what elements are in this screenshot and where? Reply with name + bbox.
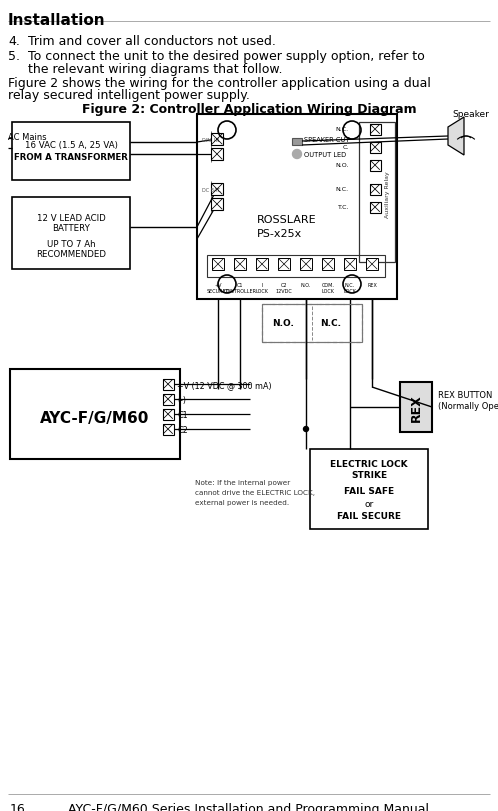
Text: N.O.: N.O. xyxy=(336,163,349,168)
Text: C.: C. xyxy=(343,145,349,150)
Text: relay secured intelligent power supply.: relay secured intelligent power supply. xyxy=(8,89,250,102)
Bar xyxy=(262,305,362,342)
Text: Trim and cover all conductors not used.: Trim and cover all conductors not used. xyxy=(28,35,276,48)
Text: the relevant wiring diagrams that follow.: the relevant wiring diagrams that follow… xyxy=(28,63,282,76)
Text: N.O.: N.O. xyxy=(272,319,294,328)
Text: AYC-F/G/M60 Series Installation and Programming Manual: AYC-F/G/M60 Series Installation and Prog… xyxy=(69,802,429,811)
Polygon shape xyxy=(448,118,464,156)
Text: ELECTRIC LOCK: ELECTRIC LOCK xyxy=(330,460,408,469)
Bar xyxy=(370,161,380,171)
Text: REX: REX xyxy=(367,283,377,288)
Text: C1: C1 xyxy=(177,410,188,419)
Text: FROM A TRANSFORMER: FROM A TRANSFORMER xyxy=(14,152,128,162)
Text: Figure 2 shows the wiring for the controller application using a dual: Figure 2 shows the wiring for the contro… xyxy=(8,77,431,90)
Text: C1
CONTROLLER: C1 CONTROLLER xyxy=(224,283,256,294)
Text: COM.
LOCK: COM. LOCK xyxy=(322,283,335,294)
Text: REX BUTTON: REX BUTTON xyxy=(438,391,493,400)
Text: (-): (-) xyxy=(177,396,186,405)
Text: N.C.: N.C. xyxy=(336,187,349,191)
Text: C2
12VDC: C2 12VDC xyxy=(275,283,292,294)
Bar xyxy=(322,259,334,271)
Text: BATTERY: BATTERY xyxy=(52,224,90,233)
Text: N.C.: N.C. xyxy=(336,127,349,132)
Bar xyxy=(370,184,380,195)
Bar xyxy=(162,379,173,390)
Bar xyxy=(310,449,428,530)
Text: 4.: 4. xyxy=(8,35,20,48)
Bar xyxy=(359,122,395,263)
Bar xyxy=(262,305,362,342)
Text: +V
SECURED: +V SECURED xyxy=(206,283,230,294)
Text: 16: 16 xyxy=(10,802,26,811)
Text: OUTPUT LED: OUTPUT LED xyxy=(304,152,346,158)
Bar xyxy=(256,259,268,271)
Text: ROSSLARE: ROSSLARE xyxy=(257,215,317,225)
Text: Installation: Installation xyxy=(8,13,106,28)
Bar xyxy=(370,124,380,135)
Text: 16 VAC (1.5 A, 25 VA): 16 VAC (1.5 A, 25 VA) xyxy=(24,141,118,150)
Bar xyxy=(211,148,223,161)
Text: FAIL SAFE: FAIL SAFE xyxy=(344,487,394,496)
Bar xyxy=(211,184,223,195)
Text: To connect the unit to the desired power supply option, refer to: To connect the unit to the desired power… xyxy=(28,50,425,63)
Bar xyxy=(212,259,224,271)
Text: AYC-F/G/M60: AYC-F/G/M60 xyxy=(40,410,150,426)
Text: N.C.
LOCK: N.C. LOCK xyxy=(344,283,357,294)
Text: AC Mains: AC Mains xyxy=(8,133,47,142)
Text: cannot drive the ELECTRIC LOCK,: cannot drive the ELECTRIC LOCK, xyxy=(195,489,315,496)
Bar xyxy=(370,142,380,153)
Text: Speaker: Speaker xyxy=(452,109,489,119)
Text: REX: REX xyxy=(409,393,422,422)
Text: I
LOCK: I LOCK xyxy=(255,283,268,294)
Bar xyxy=(292,139,302,146)
Circle shape xyxy=(303,427,308,432)
Text: PS-x25x: PS-x25x xyxy=(257,229,302,238)
Circle shape xyxy=(292,150,301,159)
Text: STRIKE: STRIKE xyxy=(351,470,387,479)
Text: FAIL SECURE: FAIL SECURE xyxy=(337,512,401,521)
Text: N.O.: N.O. xyxy=(301,283,311,288)
Text: N.C.: N.C. xyxy=(320,319,341,328)
Bar xyxy=(12,198,130,270)
Text: Figure 2: Controller Application Wiring Diagram: Figure 2: Controller Application Wiring … xyxy=(82,103,416,116)
Text: +V (12 VDC @ 300 mA): +V (12 VDC @ 300 mA) xyxy=(177,380,271,389)
Text: 12 V LEAD ACID: 12 V LEAD ACID xyxy=(37,214,106,223)
Text: DC BAT.: DC BAT. xyxy=(202,188,221,193)
Text: Note: If the internal power: Note: If the internal power xyxy=(195,479,290,486)
Bar xyxy=(400,383,432,432)
Text: or: or xyxy=(365,500,374,508)
Text: SPEAKER CUT: SPEAKER CUT xyxy=(304,137,350,143)
Text: (Normally Open): (Normally Open) xyxy=(438,401,498,410)
Bar xyxy=(211,199,223,211)
Bar xyxy=(10,370,180,460)
Bar xyxy=(234,259,246,271)
Text: T.C.: T.C. xyxy=(338,204,349,210)
Text: RECOMMENDED: RECOMMENDED xyxy=(36,250,106,259)
Bar xyxy=(207,255,385,277)
Bar xyxy=(366,259,378,271)
Bar xyxy=(344,259,356,271)
Bar xyxy=(162,424,173,435)
Text: C2: C2 xyxy=(177,426,188,435)
Bar xyxy=(211,134,223,146)
Text: external power is needed.: external power is needed. xyxy=(195,500,289,505)
Bar xyxy=(197,115,397,299)
Text: Auxiliary Relay: Auxiliary Relay xyxy=(384,171,389,218)
Bar xyxy=(162,409,173,420)
Text: UP TO 7 Ah: UP TO 7 Ah xyxy=(47,240,95,249)
Text: DIN. IN: DIN. IN xyxy=(202,138,219,143)
Bar xyxy=(300,259,312,271)
Text: 5.: 5. xyxy=(8,50,20,63)
Bar xyxy=(12,122,130,181)
Bar xyxy=(278,259,290,271)
Bar xyxy=(162,394,173,405)
Bar xyxy=(370,202,380,213)
